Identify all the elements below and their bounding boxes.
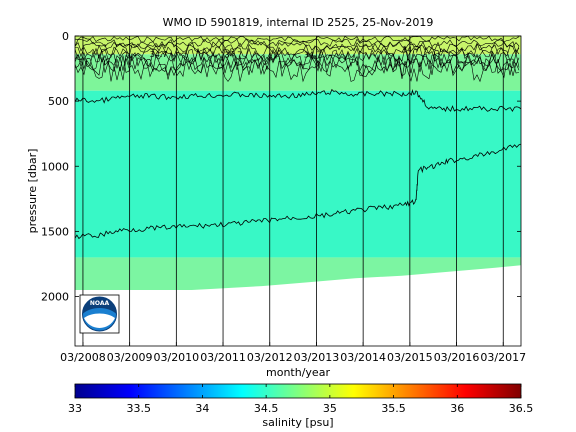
plot-frame (74, 35, 522, 347)
chart-title: WMO ID 5901819, internal ID 2525, 25-Nov… (163, 16, 434, 29)
x-tick-label: 03/2008 (60, 351, 106, 364)
contour-label: 34.7 (150, 50, 168, 59)
y-axis: 0 500 1000 1500 2000 (41, 30, 521, 304)
salinity-bands (75, 36, 521, 346)
x-tick-label: 03/2016 (434, 351, 480, 364)
x-tick-label: 03/2017 (480, 351, 526, 364)
y-axis-label: pressure [dbar] (26, 149, 39, 234)
y-tick-label: 0 (62, 30, 69, 43)
y-tick-label: 2000 (41, 291, 69, 304)
colorbar-gradient (74, 383, 522, 399)
surface-contour-line (75, 43, 520, 59)
contour-label: 34.7 (304, 51, 322, 60)
surface-contour-line (75, 48, 520, 68)
colorbar-tick-label: 33.5 (126, 402, 151, 415)
surface-contour-line (75, 54, 520, 78)
contour-lines (75, 88, 521, 240)
contour-labels: 34.7 34.7 34.7 34.7 (150, 45, 420, 59)
x-tick-label: 03/2011 (200, 351, 246, 364)
x-axis: 03/2008 03/2009 03/2010 03/2011 03/2012 03/20… (60, 342, 526, 364)
x-tick-label: 03/2010 (153, 351, 199, 364)
y-tick-label: 500 (48, 95, 69, 108)
y-tick-label: 1500 (41, 225, 69, 238)
colorbar-tick-label: 36 (450, 402, 464, 415)
x-tick-label: 03/2015 (387, 351, 433, 364)
colorbar-label: salinity [psu] (262, 416, 333, 429)
colorbar: 33 33.5 34 34.5 35 35.5 36 36.5 (68, 383, 533, 415)
colorbar-tick-label: 34.5 (254, 402, 279, 415)
x-tick-label: 03/2013 (294, 351, 340, 364)
colorbar-tick-label: 36.5 (509, 402, 534, 415)
colorbar-tick-label: 34 (195, 402, 209, 415)
contour-lower (75, 143, 521, 240)
x-tick-label: 03/2009 (107, 351, 153, 364)
surface-contour-line (75, 36, 520, 43)
surface-contour-lines (75, 36, 520, 83)
contour-upper (75, 88, 521, 113)
surface-contour-line (75, 46, 520, 63)
surface-contour-line (75, 58, 520, 83)
plot-area: 34.7 34.7 34.7 34.7 (75, 36, 521, 346)
surface-contour-line (75, 38, 520, 48)
contour-label: 34.7 (402, 45, 420, 54)
colorbar-tick-label: 35 (323, 402, 337, 415)
svg-text:NOAA: NOAA (90, 300, 110, 307)
x-axis-label: month/year (266, 366, 330, 379)
noaa-logo: NOAA (79, 294, 120, 334)
x-tick-label: 03/2014 (340, 351, 386, 364)
colorbar-tick-label: 35.5 (381, 402, 406, 415)
colorbar-ticks: 33 33.5 34 34.5 35 35.5 36 36.5 (68, 384, 533, 415)
colorbar-tick-label: 33 (68, 402, 82, 415)
x-tick-label: 03/2012 (247, 351, 293, 364)
y-tick-label: 1000 (41, 160, 69, 173)
year-vertical-lines (82, 36, 504, 346)
contour-label: 34.7 (224, 51, 242, 60)
salinity-band-2 (75, 90, 521, 258)
